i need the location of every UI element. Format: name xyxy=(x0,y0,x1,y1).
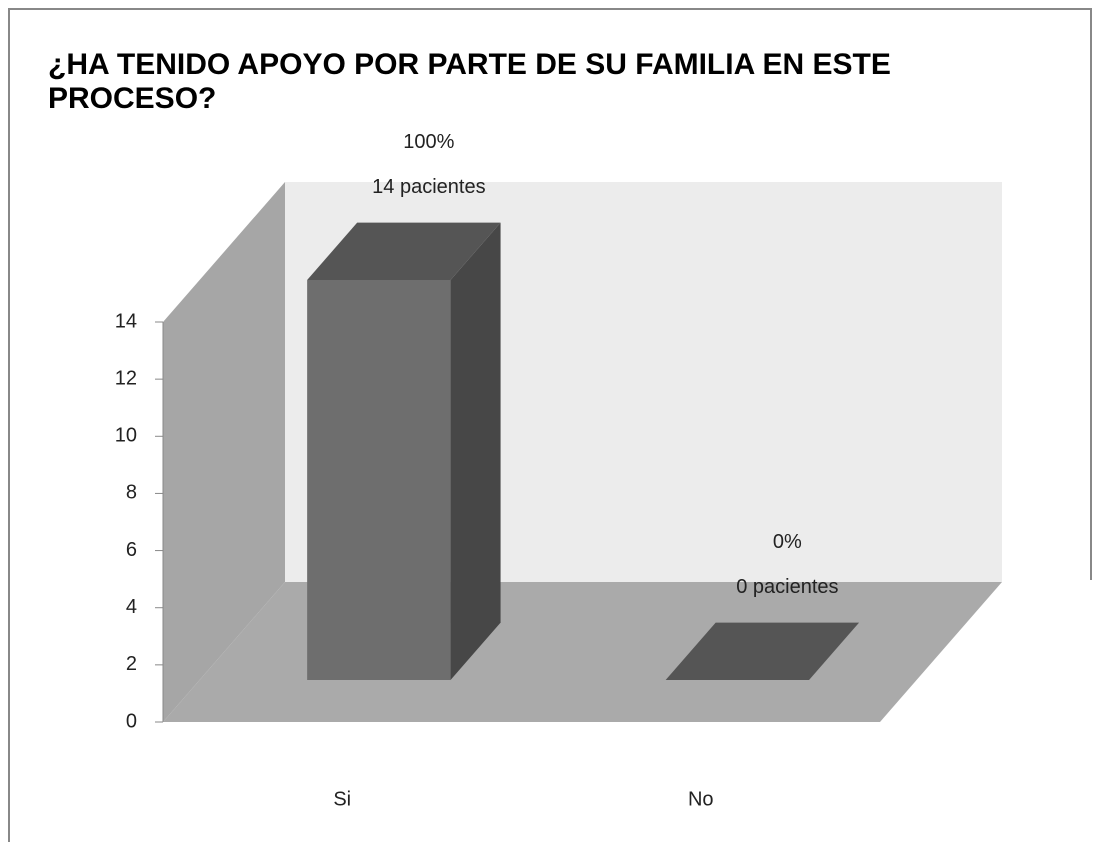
y-tick-label: 12 xyxy=(115,367,137,389)
bar-top xyxy=(665,622,860,680)
y-tick-label: 4 xyxy=(126,596,137,618)
value-label: 14 pacientes xyxy=(372,176,485,198)
bar-top xyxy=(307,222,501,280)
y-tick-label: 2 xyxy=(126,653,137,675)
percent-label: 0% xyxy=(773,531,802,553)
bar xyxy=(307,280,451,680)
y-tick-label: 10 xyxy=(115,425,137,447)
value-label: 0 pacientes xyxy=(736,576,838,598)
y-tick-label: 8 xyxy=(126,482,137,504)
y-tick-label: 0 xyxy=(126,710,137,732)
percent-label: 100% xyxy=(403,131,454,153)
chart-title: ¿HA TENIDO APOYO POR PARTE DE SU FAMILIA… xyxy=(48,48,891,115)
y-tick-label: 6 xyxy=(126,539,137,561)
x-tick-label: No xyxy=(688,788,714,810)
floor xyxy=(163,582,1002,722)
bar-side xyxy=(450,222,501,680)
left-wall xyxy=(163,182,285,722)
y-tick-label: 14 xyxy=(115,310,137,332)
x-tick-label: Si xyxy=(333,788,351,810)
